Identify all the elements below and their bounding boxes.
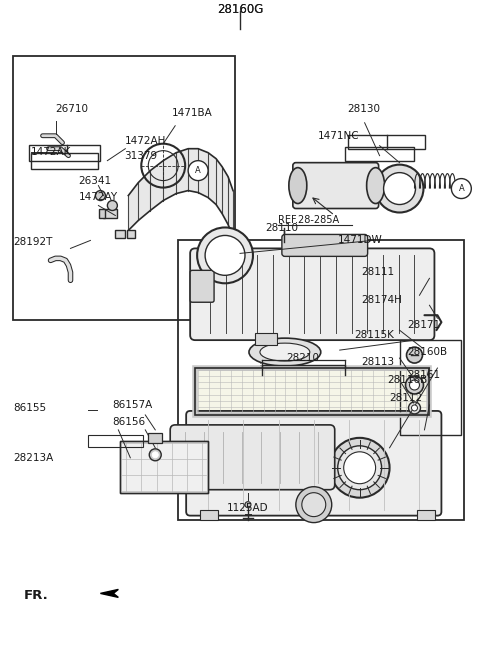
FancyBboxPatch shape [170,425,335,490]
Text: 28160G: 28160G [217,3,263,16]
Bar [348,135,425,148]
Text: 26710: 26710 [56,104,88,114]
Text: A: A [458,184,464,193]
Bar [31,152,98,169]
Text: 28160B: 28160B [408,347,448,357]
Circle shape [302,492,326,517]
Bar [200,509,218,520]
Text: 28171: 28171 [408,320,441,330]
Circle shape [188,161,208,181]
Circle shape [408,402,420,414]
Circle shape [409,380,420,390]
Text: 1472AY: 1472AY [78,192,118,201]
FancyBboxPatch shape [190,270,214,302]
Text: 28111: 28111 [361,267,395,277]
Text: 28115K: 28115K [355,330,395,340]
Text: 1472AK: 1472AK [31,146,71,157]
FancyBboxPatch shape [282,234,368,256]
Circle shape [330,438,390,498]
Text: 28110: 28110 [265,224,298,233]
Bar [399,340,461,435]
Text: 1471NC: 1471NC [318,131,360,141]
Bar [418,509,435,520]
Bar [120,441,208,492]
Circle shape [338,446,382,490]
Bar [345,146,415,161]
Bar [148,433,162,443]
Circle shape [407,347,422,363]
FancyBboxPatch shape [293,163,379,209]
Circle shape [296,487,332,523]
Bar [103,209,117,218]
Text: FR.: FR. [24,589,48,602]
Bar [195,368,430,415]
Bar [195,368,430,415]
Polygon shape [128,148,233,237]
Circle shape [411,405,418,411]
Bar [195,368,430,415]
FancyBboxPatch shape [190,249,434,340]
Ellipse shape [289,167,307,203]
Text: 1471DW: 1471DW [338,235,383,245]
Text: REF.28-285A: REF.28-285A [278,215,339,226]
Circle shape [96,190,106,201]
Circle shape [376,165,423,213]
Text: 1472AH: 1472AH [124,136,166,146]
Text: 1125AD: 1125AD [227,503,269,513]
Text: 28213A: 28213A [13,453,54,463]
Bar [178,241,464,520]
Bar [29,145,100,161]
Circle shape [451,179,471,199]
Circle shape [384,173,416,205]
Text: 28160G: 28160G [217,3,263,16]
Circle shape [344,452,376,484]
Text: 28161: 28161 [408,370,441,380]
Circle shape [152,452,158,458]
Polygon shape [100,589,119,597]
Text: 28174H: 28174H [361,295,403,305]
Circle shape [406,376,423,394]
Bar [115,230,125,239]
Text: 28112: 28112 [390,393,423,403]
Bar [88,435,144,447]
Text: 28116B: 28116B [387,375,428,385]
Bar [99,209,106,218]
Circle shape [245,502,251,508]
Text: 1471BA: 1471BA [172,108,213,118]
Text: 26341: 26341 [78,175,111,186]
Text: 86157A: 86157A [112,400,153,410]
Text: 28210: 28210 [286,353,319,363]
FancyBboxPatch shape [186,411,442,515]
Ellipse shape [249,338,321,366]
Circle shape [149,449,161,461]
Circle shape [108,201,117,211]
Text: 28130: 28130 [348,104,381,114]
Text: 28113: 28113 [361,357,395,367]
Bar [127,230,135,239]
Text: A: A [195,166,201,175]
Text: 31379: 31379 [124,150,157,161]
Text: 86156: 86156 [112,417,145,427]
Ellipse shape [367,167,384,203]
Bar [120,441,208,492]
Circle shape [205,235,245,275]
Circle shape [197,228,253,283]
Text: 86155: 86155 [13,403,47,413]
Text: 28192T: 28192T [13,237,53,247]
Bar [255,333,277,345]
Ellipse shape [260,343,310,361]
Bar [12,56,235,320]
